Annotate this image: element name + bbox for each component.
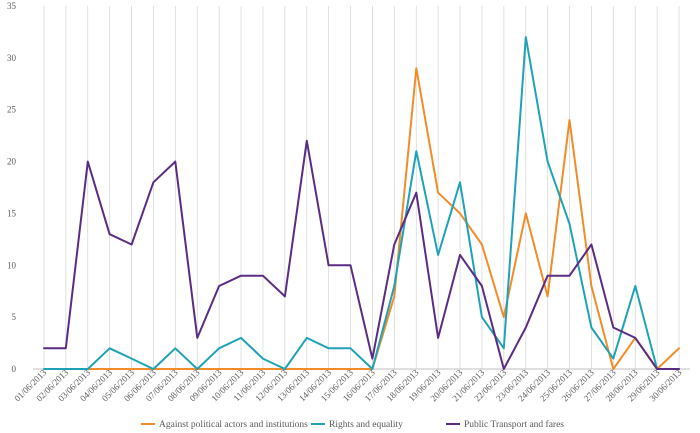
y-tick-label: 5 [12,312,17,322]
y-tick-label: 25 [7,105,17,115]
series-line-1 [43,67,680,370]
y-tick-label: 35 [7,1,17,11]
legend-label: Public Transport and fares [464,419,564,430]
legend-label: Against political actors and institution… [159,420,308,430]
series-line-3 [43,139,680,370]
y-tick-label: 0 [12,364,17,374]
series-lines [43,36,680,370]
y-tick-label: 20 [7,157,17,167]
y-tick-label: 15 [7,208,17,218]
series-line-2 [43,36,680,370]
x-axis: 01/06/201302/06/201303/06/201304/06/2013… [12,367,684,403]
y-tick-label: 30 [7,53,17,63]
y-tick-label: 10 [7,260,17,270]
legend-label: Rights and equality [329,420,403,430]
y-axis: 0 5 10 15 20 25 30 35 [7,1,17,374]
legend: Against political actors and institution… [141,419,564,430]
